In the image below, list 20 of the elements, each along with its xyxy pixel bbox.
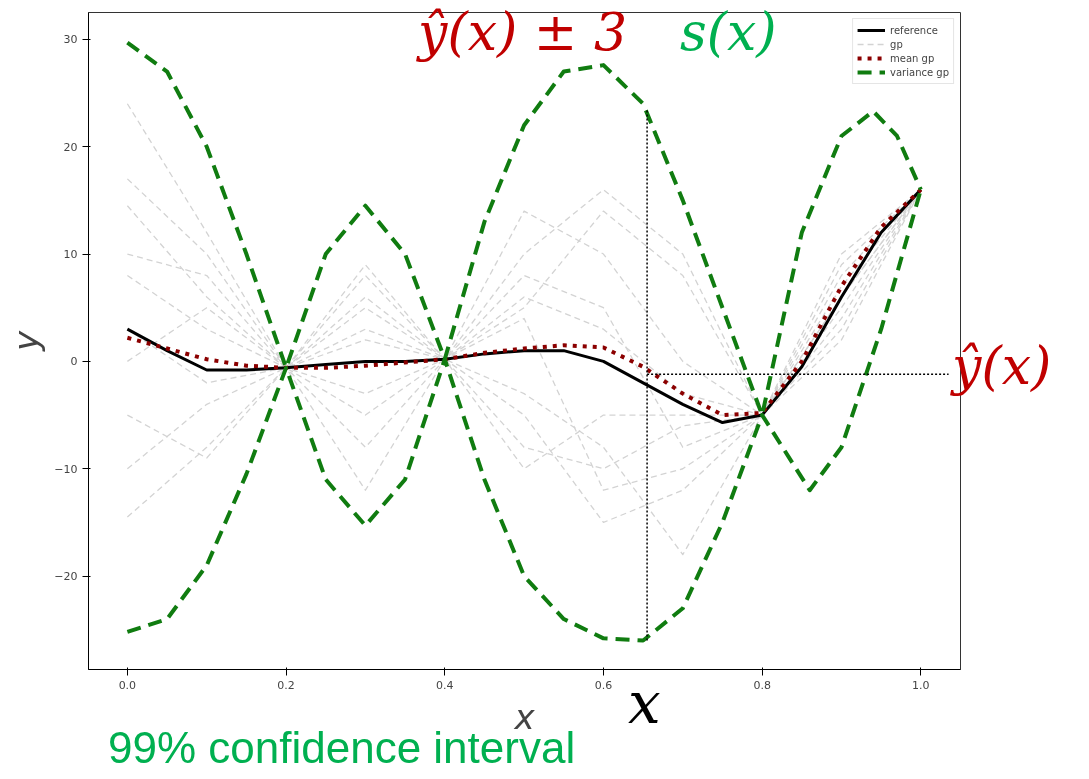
x-tick-label: 0.0 [118, 678, 137, 692]
x-tick-label: 0.4 [436, 678, 454, 692]
y-tick-label: −20 [54, 570, 78, 584]
y-tick-label: 0 [70, 355, 78, 369]
legend-label: reference [890, 23, 938, 37]
annotation: x [628, 669, 661, 737]
annotation: s(x) [680, 2, 777, 62]
legend-label: gp [890, 37, 904, 51]
y-tick-label: 10 [63, 248, 78, 262]
y-tick-label: 20 [63, 140, 78, 154]
x-tick-label: 1.0 [912, 678, 930, 692]
y-tick-label: −10 [54, 462, 78, 476]
x-tick-label: 0.6 [594, 678, 613, 692]
y-axis-title: y [6, 330, 47, 353]
x-tick-label: 0.8 [753, 678, 771, 692]
y-tick-label: 30 [63, 33, 78, 47]
x-tick-label: 0.2 [277, 678, 295, 692]
annotation: ŷ(x) ± 3 [418, 2, 627, 62]
legend-label: variance gp [890, 65, 949, 79]
legend-label: mean gp [890, 51, 935, 65]
